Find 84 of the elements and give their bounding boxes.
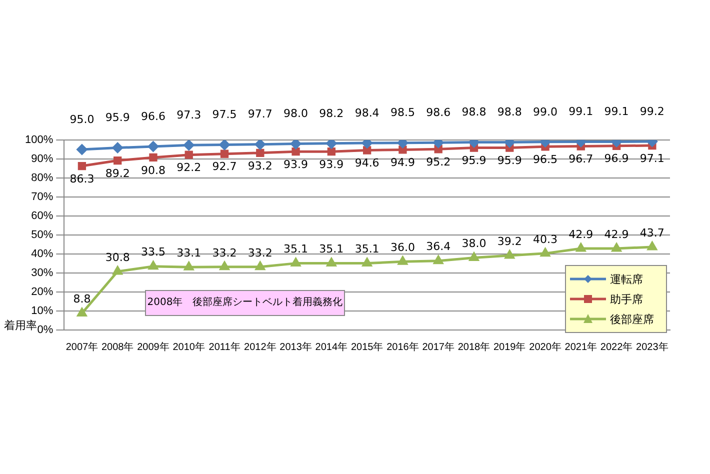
data-label: 93.2 [248,159,272,172]
x-tick-label: 2015年 [350,340,384,353]
data-label: 35.1 [319,242,344,256]
data-label: 98.2 [319,106,344,120]
x-tick-label: 2010年 [172,340,205,353]
data-label: 98.8 [497,106,522,119]
data-label: 94.6 [354,156,380,170]
y-tick-label: 90% [31,153,54,166]
y-tick-label: 20% [31,286,54,298]
data-label: 43.7 [640,226,664,240]
data-label: 8.8 [73,292,91,306]
data-label: 95.9 [497,154,522,168]
data-label: 33.2 [248,246,272,260]
data-label: 40.3 [533,232,558,246]
data-label: 30.8 [105,250,130,264]
y-tick-label: 30% [31,267,54,280]
data-label: 99.0 [533,105,558,118]
data-label: 98.0 [284,107,308,120]
x-tick-label: 2011年 [208,340,240,353]
data-label: 96.9 [604,152,629,166]
data-label: 95.0 [70,112,94,126]
data-label: 97.3 [176,108,202,122]
data-label: 38.0 [462,237,486,250]
data-label: 95.9 [462,154,486,168]
x-tick-label: 2020年 [529,340,562,353]
data-label: 93.9 [319,158,344,171]
data-label: 36.0 [390,240,415,254]
x-tick-label: 2017年 [422,340,454,353]
x-tick-label: 2014年 [315,340,348,353]
y-tick-label: 100% [24,134,54,146]
data-label: 99.2 [640,104,664,118]
y-tick-label: 80% [31,172,54,184]
legend-label: 後部座席 [610,312,654,326]
data-label: 96.6 [140,110,166,123]
x-tick-label: 2022年 [600,340,633,353]
data-label: 95.2 [426,155,451,168]
data-label: 99.1 [568,105,594,118]
data-label: 42.9 [568,228,594,241]
y-tick-label: 40% [31,248,54,260]
y-tick-label: 70% [31,191,54,204]
data-label: 94.9 [390,156,415,170]
x-tick-label: 2016年 [386,340,419,353]
y-tick-label: 50% [31,229,54,242]
data-label: 98.8 [462,106,486,119]
x-tick-label: 2021年 [564,340,598,353]
y-tick-label: 10% [31,305,54,318]
data-label: 92.7 [212,160,237,174]
data-label: 33.1 [176,246,202,260]
x-tick-label: 2019年 [494,340,526,353]
data-label: 98.6 [426,106,451,120]
data-label: 35.1 [354,242,380,256]
data-label: 95.9 [105,111,130,124]
x-tick-label: 2012年 [244,340,276,353]
data-label: 33.2 [212,246,237,260]
data-label: 42.9 [604,228,629,241]
x-tick-label: 2007年 [66,340,98,353]
annotation: 2008年 後部座席シートベルト着用義務化 [145,290,345,316]
x-tick-label: 2023年 [636,340,668,353]
data-label: 86.3 [70,172,94,186]
data-label: 97.1 [640,152,664,165]
y-tick-label: 60% [31,210,54,222]
data-label: 36.4 [426,240,451,254]
data-label: 96.7 [568,152,594,166]
legend-label: 助手席 [610,292,643,306]
data-label: 89.2 [105,166,130,180]
x-tick-label: 2009年 [137,340,170,353]
y-tick-label: 0% [37,324,54,336]
data-label: 98.5 [390,106,415,120]
data-label: 92.2 [176,161,202,174]
data-label: 98.4 [354,106,380,120]
y-axis-title: 着用率 [4,318,37,333]
data-label: 97.7 [248,108,272,121]
data-label: 93.9 [284,158,308,171]
data-label: 33.5 [140,246,166,259]
data-label: 96.5 [533,153,558,166]
data-label: 90.8 [140,164,166,177]
x-tick-label: 2018年 [458,340,490,353]
data-label: 97.5 [212,108,237,122]
data-label: 39.2 [497,234,522,248]
legend-label: 運転席 [610,272,643,286]
x-tick-label: 2013年 [280,340,312,353]
x-tick-label: 2008年 [101,340,134,353]
data-label: 99.1 [604,105,629,118]
data-label: 35.1 [284,242,308,256]
